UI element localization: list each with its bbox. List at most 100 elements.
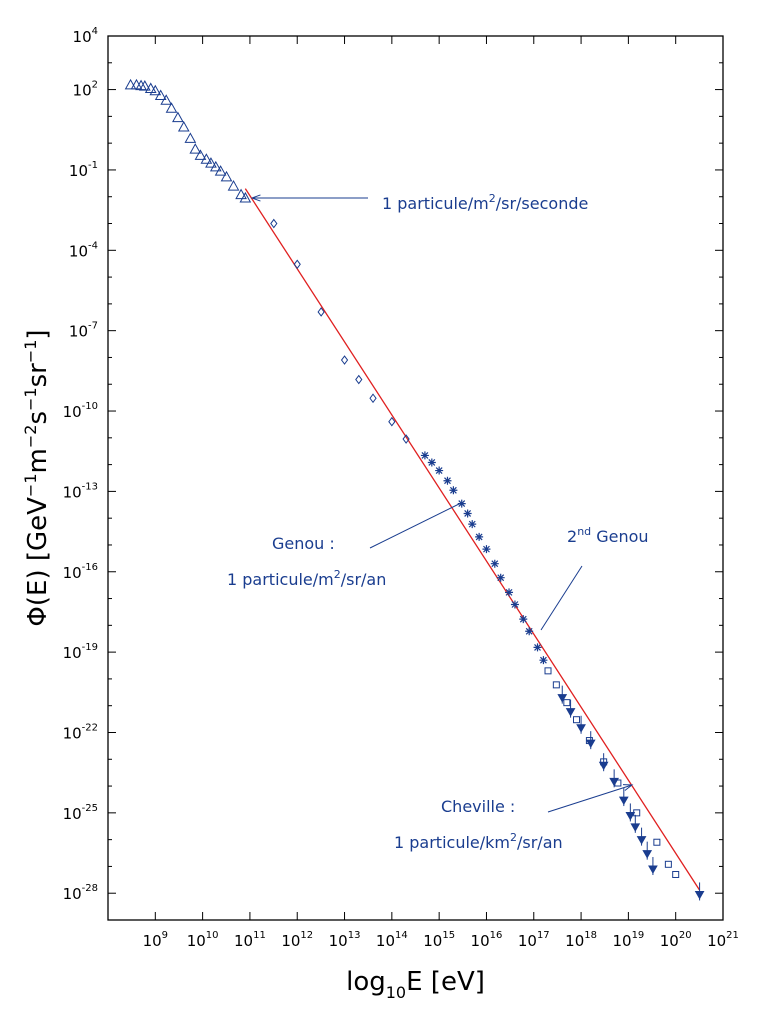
- annotation-cheville-title: Cheville :: [441, 797, 515, 816]
- triangle-marker: [184, 132, 197, 143]
- square-marker: [672, 870, 680, 878]
- star-marker: [463, 509, 472, 518]
- annotation-genou-rate: 1 particule/m2/sr/an: [227, 568, 386, 589]
- down-triangle-marker: [585, 739, 596, 749]
- star-marker: [457, 499, 466, 508]
- diamond-marker: [317, 307, 325, 317]
- diamond-marker: [355, 374, 363, 385]
- x-tick-label: 1019: [612, 930, 644, 950]
- arrow-cheville: [547, 784, 633, 813]
- y-tick-label: 10-22: [63, 722, 98, 742]
- triangle-marker: [149, 84, 162, 96]
- triangle-marker: [124, 78, 137, 90]
- arrow-second-genou: [540, 565, 583, 631]
- star-marker: [449, 486, 458, 495]
- triangle-marker: [214, 165, 227, 176]
- diamond-marker: [369, 393, 377, 404]
- down-triangle-marker: [618, 796, 629, 806]
- star-marker: [482, 545, 491, 554]
- star-marker: [420, 451, 429, 460]
- y-tick-label: 10-4: [69, 240, 98, 260]
- down-triangle-marker: [598, 761, 609, 771]
- triangle-marker: [189, 143, 202, 154]
- down-triangle-marker: [557, 694, 568, 703]
- star-marker: [525, 627, 534, 636]
- star-marker: [475, 532, 484, 541]
- triangle-marker: [194, 149, 207, 160]
- plot-frame: [107, 35, 724, 921]
- square-marker: [653, 838, 661, 846]
- triangle-marker: [177, 120, 190, 132]
- arrow-cheville-head: [622, 784, 634, 791]
- triangle-marker: [200, 153, 213, 164]
- y-tick-label: 10-10: [63, 401, 98, 421]
- x-tick-label: 1014: [376, 930, 408, 950]
- star-marker: [510, 600, 519, 609]
- reference-line-group: [244, 188, 701, 891]
- annotation-particule-seconde: 1 particule/m2/sr/seconde: [382, 192, 588, 213]
- x-tick-label: 1012: [281, 930, 313, 950]
- axis-titles: log10E [eV] Φ(E) [GeV−1m−2s−1sr−1]: [21, 329, 485, 1002]
- triangle-marker: [239, 191, 252, 203]
- down-triangle-marker: [565, 708, 576, 717]
- square-marker: [552, 681, 560, 689]
- power-law-line: [244, 188, 701, 891]
- triangle-marker: [172, 111, 184, 123]
- down-triangle-marker: [642, 850, 653, 859]
- down-triangle-marker: [636, 836, 647, 845]
- down-triangle-marker: [694, 890, 705, 900]
- star-marker: [505, 588, 514, 597]
- annotation-arrows: [250, 194, 634, 813]
- annotation-genou-title: Genou :: [272, 534, 335, 553]
- diamond-marker: [293, 259, 301, 270]
- x-tick-label: 1010: [187, 930, 219, 950]
- star-marker: [496, 573, 505, 582]
- tick-labels: 109 1010 1011 1012 1013 1014 1015 1016 1017 1018 1…: [63, 26, 739, 950]
- x-tick-label: 1011: [234, 930, 266, 950]
- diamond-marker: [402, 434, 410, 444]
- triangle-marker: [227, 180, 240, 191]
- y-tick-label: 104: [73, 26, 98, 46]
- y-tick-label: 10-1: [69, 160, 98, 180]
- square-marker: [563, 699, 571, 707]
- triangle-marker: [235, 188, 247, 200]
- y-tick-label: 10-19: [63, 642, 98, 662]
- x-tick-label: 1018: [565, 930, 597, 950]
- down-triangle-marker: [630, 823, 641, 832]
- down-triangle-marker: [576, 724, 586, 733]
- square-marker: [572, 716, 580, 724]
- square-marker: [544, 667, 552, 675]
- x-tick-label: 1013: [329, 930, 361, 950]
- down-triangle-marker: [609, 777, 620, 787]
- star-marker: [519, 615, 528, 624]
- y-tick-label: 10-13: [63, 481, 98, 501]
- data-markers: [124, 78, 705, 901]
- star-marker: [468, 520, 477, 529]
- star-marker: [539, 656, 548, 665]
- triangle-marker: [160, 94, 173, 105]
- star-marker: [533, 643, 542, 652]
- triangle-marker: [154, 89, 167, 101]
- down-triangle-marker: [648, 865, 658, 875]
- triangle-marker: [144, 82, 157, 93]
- x-tick-label: 1016: [471, 930, 503, 950]
- arrow-seconde-head: [250, 194, 261, 202]
- y-tick-label: 10-7: [69, 321, 98, 341]
- annotation-second-genou: 2nd Genou: [567, 525, 649, 546]
- star-marker: [443, 476, 452, 485]
- x-axis-title: log10E [eV]: [346, 967, 485, 1002]
- x-tick-label: 1017: [518, 930, 550, 950]
- y-tick-label: 10-16: [63, 562, 98, 582]
- triangle-marker: [209, 160, 222, 172]
- star-marker: [427, 458, 436, 467]
- y-axis-title: Φ(E) [GeV−1m−2s−1sr−1]: [21, 329, 53, 626]
- annotations: 1 particule/m2/sr/seconde Genou : 1 partic…: [227, 192, 649, 852]
- x-tick-label: 1021: [707, 930, 739, 950]
- triangle-marker: [165, 102, 178, 113]
- triangle-marker: [220, 170, 233, 182]
- star-marker: [490, 559, 499, 568]
- diamond-marker: [340, 355, 349, 365]
- y-tick-label: 102: [73, 80, 98, 100]
- star-marker: [435, 466, 444, 475]
